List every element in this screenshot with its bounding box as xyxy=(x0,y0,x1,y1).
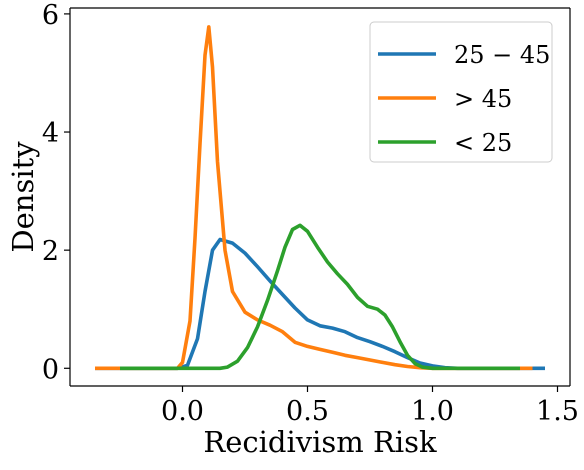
legend-label-over-45: > 45 xyxy=(454,85,512,113)
x-tick-label: 0.5 xyxy=(286,396,329,427)
plot-area xyxy=(95,25,545,371)
series-line-1 xyxy=(95,25,533,371)
y-tick-label: 2 xyxy=(42,236,59,267)
legend-box xyxy=(369,21,553,163)
legend-label-under-25: < 25 xyxy=(454,129,512,157)
legend: 25 − 45 > 45 < 25 xyxy=(369,21,553,163)
x-axis-label: Recidivism Risk xyxy=(203,425,437,459)
x-tick-label: 1.0 xyxy=(411,396,454,427)
y-tick-label: 0 xyxy=(42,354,59,385)
x-tick-label: 0.0 xyxy=(161,396,204,427)
axes xyxy=(69,7,571,387)
y-tick-label: 4 xyxy=(42,118,59,149)
series-line-2 xyxy=(120,223,520,371)
y-tick-label: 6 xyxy=(42,0,59,31)
ticks: 0.0 0.5 1.0 1.5 0 2 4 6 xyxy=(42,0,579,427)
legend-label-25-45: 25 − 45 xyxy=(454,41,550,69)
series-line-0 xyxy=(95,237,545,371)
y-axis-label: Density xyxy=(6,141,40,253)
x-tick-label: 1.5 xyxy=(536,396,579,427)
